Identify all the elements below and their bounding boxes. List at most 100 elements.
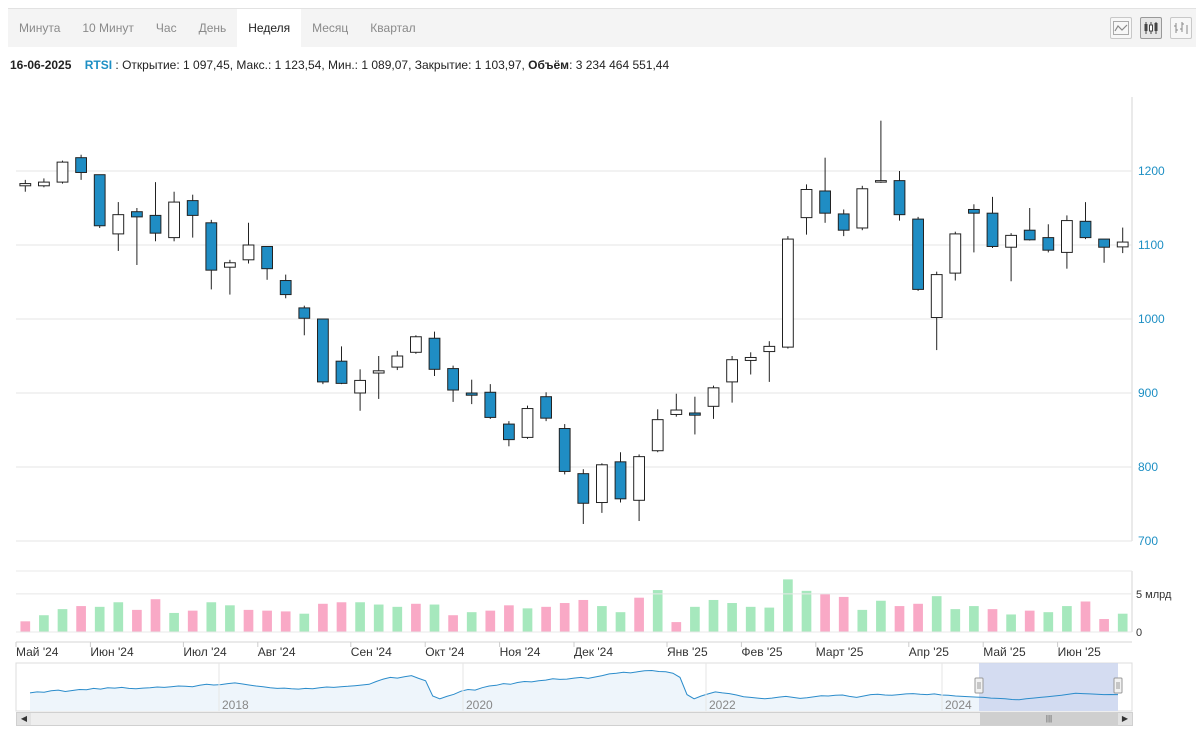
candle[interactable] — [689, 396, 701, 435]
candle[interactable] — [279, 274, 292, 299]
candle[interactable] — [391, 350, 404, 371]
candle[interactable] — [1061, 215, 1073, 269]
candle[interactable] — [354, 369, 366, 411]
volume-bar[interactable] — [504, 605, 514, 632]
volume-bar[interactable] — [857, 609, 868, 632]
navigator-handle-right[interactable] — [1113, 677, 1123, 694]
volume-bar[interactable] — [1099, 619, 1109, 632]
volume-bar[interactable] — [931, 596, 942, 632]
tab-hour[interactable]: Час — [155, 21, 177, 35]
candle[interactable] — [763, 341, 776, 382]
candle[interactable] — [521, 405, 534, 439]
candle[interactable] — [447, 365, 459, 402]
candle[interactable] — [930, 271, 943, 351]
volume-bar[interactable] — [150, 599, 161, 632]
volume-bar[interactable] — [615, 612, 626, 632]
candle[interactable] — [651, 409, 664, 453]
volume-bar[interactable] — [485, 610, 496, 632]
navigator-selection[interactable] — [979, 663, 1118, 711]
tab-minute[interactable]: Минута — [19, 21, 61, 35]
line-chart-button[interactable] — [1110, 17, 1132, 39]
volume-bar[interactable] — [950, 609, 961, 632]
volume-bar[interactable] — [1062, 606, 1072, 632]
candle[interactable] — [131, 208, 143, 265]
candle[interactable] — [186, 194, 199, 238]
volume-bar[interactable] — [392, 606, 403, 632]
candle[interactable] — [875, 120, 887, 183]
scrollbar[interactable]: ◀ ||| ▶ — [16, 712, 1133, 726]
candle[interactable] — [93, 174, 106, 228]
volume-bar[interactable] — [1006, 614, 1016, 632]
candle[interactable] — [819, 157, 831, 223]
volume-bar[interactable] — [1117, 613, 1128, 632]
volume-bar[interactable] — [57, 609, 68, 632]
candle[interactable] — [484, 384, 497, 419]
candle[interactable] — [465, 379, 478, 405]
candle[interactable] — [670, 393, 683, 417]
volume-bar[interactable] — [541, 606, 551, 632]
volume-bar[interactable] — [132, 609, 142, 632]
volume-bar[interactable] — [690, 606, 700, 632]
volume-bar[interactable] — [243, 609, 254, 632]
volume-bar[interactable] — [411, 603, 421, 632]
candle[interactable] — [1079, 202, 1092, 240]
volume-bar[interactable] — [838, 596, 849, 632]
tab-week[interactable]: Неделя — [237, 9, 302, 47]
volume-bar[interactable] — [708, 599, 719, 632]
candle[interactable] — [261, 245, 273, 280]
candle[interactable] — [1116, 227, 1129, 254]
volume-bar[interactable] — [169, 612, 179, 632]
candle[interactable] — [726, 356, 738, 403]
navigator[interactable]: 2018 2020 2022 2024 — [15, 662, 1133, 712]
volume-bar[interactable] — [634, 597, 644, 632]
candle[interactable] — [298, 305, 311, 336]
candle[interactable] — [949, 231, 962, 281]
candle[interactable] — [112, 202, 125, 251]
volume-bar[interactable] — [466, 612, 477, 632]
candle[interactable] — [540, 392, 552, 422]
volume-bar[interactable] — [39, 615, 49, 632]
volume-bar[interactable] — [671, 622, 682, 632]
volume-bar[interactable] — [764, 607, 775, 632]
candle[interactable] — [242, 222, 255, 264]
candle[interactable] — [596, 463, 608, 513]
volume-bar[interactable] — [987, 609, 998, 632]
candle[interactable] — [317, 318, 329, 385]
candle[interactable] — [149, 182, 162, 242]
candle[interactable] — [1098, 238, 1110, 263]
volume-bar[interactable] — [894, 606, 905, 632]
candle[interactable] — [912, 216, 924, 291]
volume-bar[interactable] — [597, 606, 607, 632]
volume-bar[interactable] — [727, 603, 737, 632]
volume-bar[interactable] — [783, 579, 793, 632]
volume-bar[interactable] — [578, 599, 589, 632]
volume-bar[interactable] — [429, 604, 440, 632]
volume-bar[interactable] — [336, 602, 347, 632]
candle[interactable] — [558, 424, 571, 475]
candle[interactable] — [968, 204, 980, 253]
candle[interactable] — [56, 160, 69, 184]
volume-bar[interactable] — [355, 602, 365, 632]
navigator-handle-left[interactable] — [974, 677, 984, 694]
volume-bar[interactable] — [225, 605, 235, 632]
tab-month[interactable]: Месяц — [312, 21, 349, 35]
candle[interactable] — [986, 196, 999, 248]
candle[interactable] — [75, 154, 87, 180]
volume-bar[interactable] — [299, 613, 310, 632]
candle[interactable] — [410, 335, 422, 354]
candle[interactable] — [19, 179, 32, 192]
volume-bar[interactable] — [876, 600, 886, 632]
candle[interactable] — [744, 352, 757, 375]
volume-bar[interactable] — [801, 590, 812, 632]
candle[interactable] — [577, 469, 590, 524]
volume-bar[interactable] — [448, 615, 458, 632]
volume-bar[interactable] — [559, 603, 570, 632]
candle[interactable] — [1005, 233, 1017, 282]
scroll-left-button[interactable]: ◀ — [17, 713, 31, 725]
candle[interactable] — [1042, 224, 1055, 253]
volume-bar[interactable] — [1080, 601, 1091, 633]
candle[interactable] — [503, 421, 515, 447]
candle[interactable] — [893, 171, 906, 221]
volume-bar[interactable] — [318, 603, 328, 632]
candle[interactable] — [335, 346, 348, 385]
